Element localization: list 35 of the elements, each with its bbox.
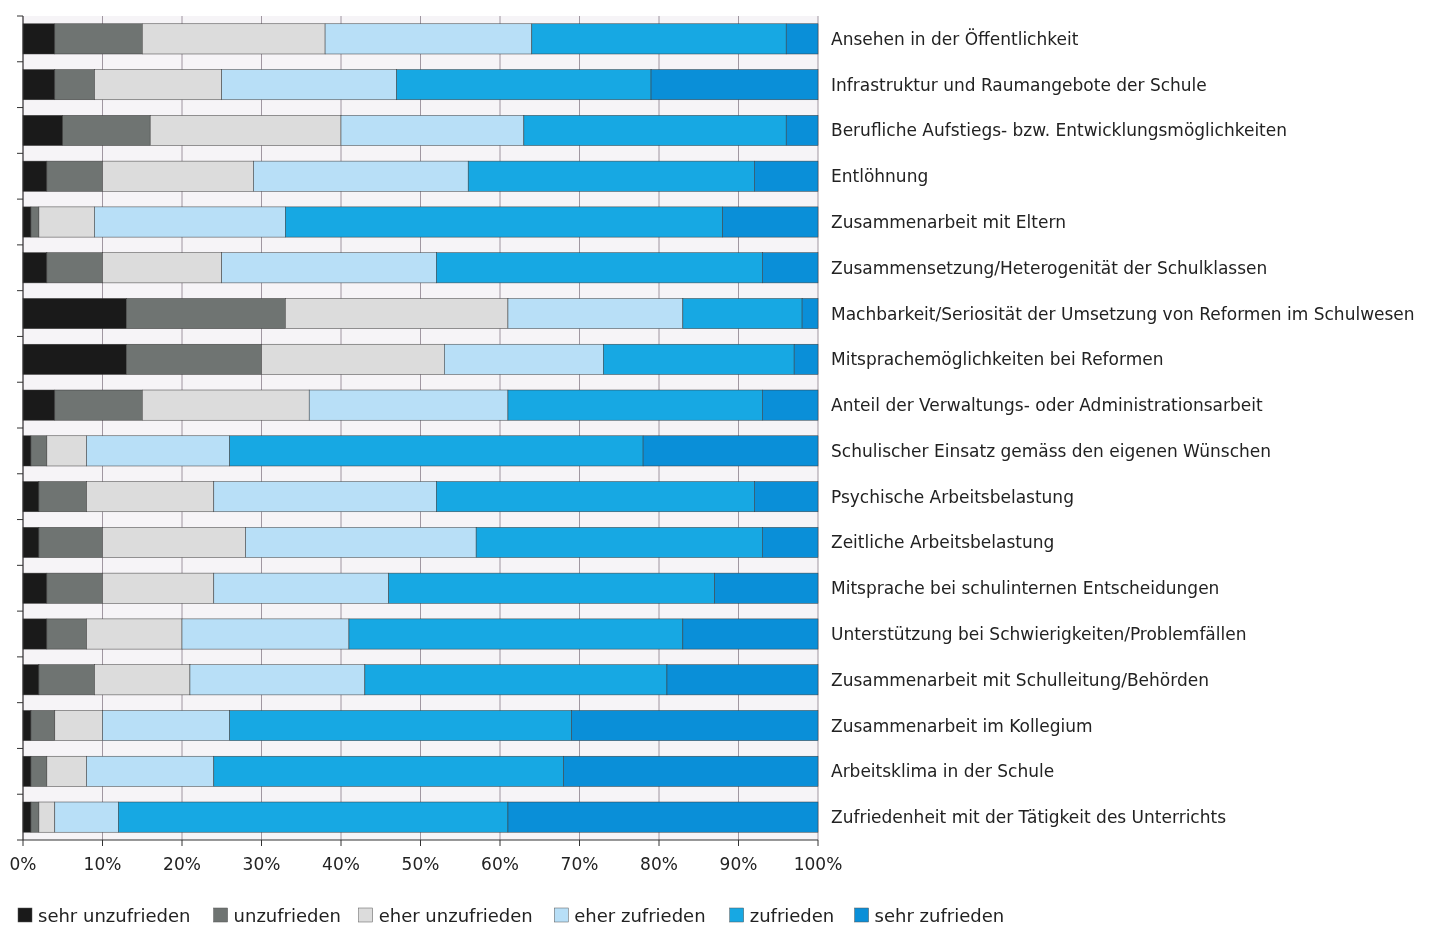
y-tick-label: Berufliche Aufstiegs- bzw. Entwicklungsmöglichkeiten [831, 120, 1288, 141]
legend-label: zufrieden [749, 905, 835, 926]
x-tick-label: 10% [83, 854, 122, 874]
y-tick-label: Zusammensetzung/Heterogenität der Schulklassen [831, 257, 1268, 278]
y-tick-label: Entlöhnung [831, 166, 929, 187]
y-tick-label: Zusammenarbeit mit Eltern [831, 212, 1066, 232]
y-tick-label: Ansehen in der Öffentlichkeit [831, 27, 1079, 49]
legend-label: sehr unzufrieden [38, 905, 191, 926]
y-tick-label: Unterstützung bei Schwierigkeiten/Problemfällen [831, 624, 1247, 644]
legend-label: eher unzufrieden [378, 905, 533, 926]
y-tick-label: Zusammenarbeit im Kollegium [831, 715, 1093, 736]
x-tick-label: 70% [560, 854, 599, 874]
legend-label: sehr zufrieden [874, 905, 1005, 926]
y-tick-label: Schulischer Einsatz gemäss den eigenen Wünschen [831, 440, 1272, 461]
x-tick-label: 50% [401, 854, 440, 874]
y-tick-label: Anteil der Verwaltungs- oder Administrationsarbeit [831, 395, 1263, 416]
x-tick-label: 80% [640, 854, 678, 874]
y-tick-label: Zusammenarbeit mit Schulleitung/Behörden [831, 669, 1209, 690]
y-tick-label: Infrastruktur und Raumangebote der Schule [831, 74, 1207, 95]
x-tick-label: 40% [322, 854, 360, 874]
y-tick-label: Machbarkeit/Seriosität der Umsetzung von Reformen im Schulwesen [831, 303, 1415, 324]
x-tick-label: 90% [719, 854, 758, 874]
y-tick-label: Zufriedenheit mit der Tätigkeit des Unterrichts [831, 807, 1227, 828]
y-tick-label: Mitsprache bei schulinternen Entscheidungen [831, 578, 1220, 599]
x-tick-label: 60% [481, 854, 519, 874]
x-tick-label: 30% [242, 854, 281, 874]
y-tick-label: Mitsprachemöglichkeiten bei Reformen [831, 349, 1164, 370]
y-tick-label: Arbeitsklima in der Schule [831, 761, 1055, 782]
x-tick-label: 100% [793, 854, 843, 874]
y-tick-label: Psychische Arbeitsbelastung [831, 486, 1074, 507]
y-tick-label: Zeitliche Arbeitsbelastung [831, 532, 1055, 553]
legend-label: eher zufrieden [574, 905, 706, 926]
x-tick-label: 20% [163, 854, 201, 874]
x-tick-label: 0% [9, 854, 37, 874]
legend-label: unzufrieden [233, 905, 342, 926]
